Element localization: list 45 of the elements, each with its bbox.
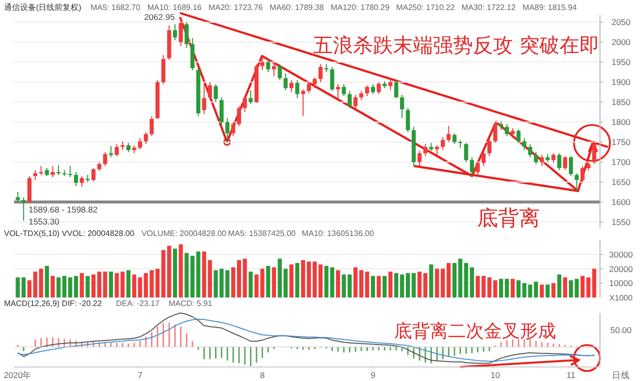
y-tick-label: 1700	[612, 157, 631, 168]
text: MA60: 1789.38	[270, 3, 324, 12]
text: VOLUME: 20004828.00	[141, 229, 227, 238]
x-tick-label: 9	[370, 370, 376, 380]
annotation: 1553.30	[28, 216, 60, 227]
text: DEA: -23.17	[116, 299, 160, 308]
text: MA120: 1780.29	[330, 3, 390, 12]
y-tick-label: 30000	[609, 249, 634, 260]
annotation: 2062.95	[144, 12, 176, 22]
chart-title: MACD(12,26,9) DIF: -20.22	[4, 299, 102, 308]
text: MA30: 1722.12	[461, 3, 516, 12]
text: MA5: 15387425.00	[228, 229, 296, 238]
text: 50.00	[610, 324, 632, 335]
x-tick-label: 7	[138, 370, 143, 380]
y-tick-label: 2050	[612, 17, 631, 28]
y-tick-label: 20000	[609, 264, 634, 274]
x-tick-label: 2020年	[4, 370, 32, 380]
x-axis-title: 日线	[612, 370, 630, 380]
annotation: 底背离	[476, 206, 540, 230]
x-tick-label: 11	[566, 370, 576, 380]
y-tick-label: 1550	[612, 217, 631, 228]
x-tick-label: 10	[490, 370, 500, 380]
text: 五浪杀跌末端强势反攻 突破在即	[313, 33, 600, 57]
text: MA20: 1723.76	[208, 3, 264, 12]
y-tick-label: 1650	[612, 177, 631, 188]
text: MA10: 13605136.00	[302, 229, 374, 238]
y-tick-label: 10000	[609, 278, 634, 288]
annotation: 1589.68 - 1598.82	[28, 204, 98, 215]
y-tick-label: 1850	[612, 97, 631, 108]
text: 底背离二次金叉形成	[394, 321, 556, 342]
text: MACD: 5.91	[168, 299, 213, 308]
y-tick-label: 2000	[612, 37, 631, 48]
chart-title: VOL-TDX(5,10) VVOL: 20004828.00	[4, 229, 135, 238]
text: MA10: 1689.16	[147, 3, 202, 12]
y-axis-title: X1000	[609, 294, 634, 302]
text: MA250: 1710.22	[396, 3, 456, 12]
y-tick-label: 1800	[612, 117, 631, 128]
y-tick-label: 1950	[612, 57, 631, 68]
text: MA5: 1682.70	[90, 3, 141, 12]
x-tick-label: 8	[260, 370, 265, 380]
chart-title: 通信设备(日线前复权)	[4, 3, 82, 12]
y-tick-label: 1600	[612, 197, 631, 208]
y-tick-label: 1900	[612, 77, 631, 88]
text: MA89: 1815.94	[522, 3, 578, 12]
y-tick-label: 1750	[612, 137, 631, 148]
